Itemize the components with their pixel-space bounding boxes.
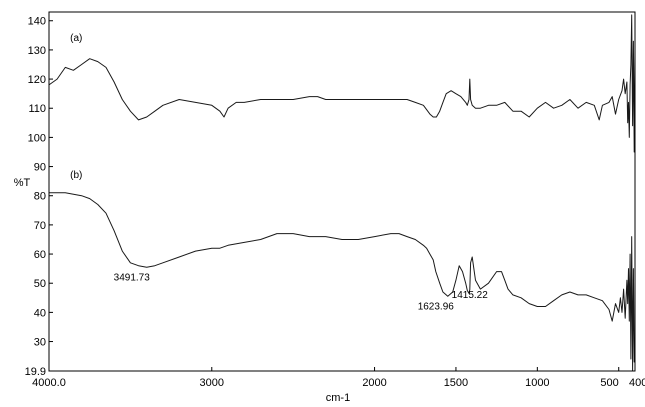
y-tick-label: 40 [34, 307, 46, 319]
y-tick-label: 120 [28, 74, 46, 86]
y-tick-label: 90 [34, 162, 46, 174]
x-tick-label: 1000 [525, 377, 549, 389]
y-tick-label: 140 [28, 16, 46, 28]
x-tick-label: 400.0 [629, 377, 645, 389]
y-tick-label: 50 [34, 278, 46, 290]
x-tick-label: 2000 [362, 377, 386, 389]
x-tick-label: 3000 [200, 377, 224, 389]
peak-annotation: 3491.73 [114, 272, 151, 283]
peak-annotation: 1415.22 [452, 290, 489, 301]
y-tick-label: 130 [28, 45, 46, 57]
series-line-b [49, 192, 636, 372]
x-tick-label: 4000.0 [32, 377, 66, 389]
x-tick-label: 1500 [444, 377, 468, 389]
curve-label: (b) [70, 170, 82, 181]
peak-annotation: 1623.96 [418, 301, 455, 312]
y-tick-label: 30 [34, 337, 46, 349]
y-tick-label: 100 [28, 132, 46, 144]
y-axis-label: %T [14, 177, 31, 189]
plot-frame [48, 11, 636, 372]
curve-label: (a) [70, 33, 82, 44]
y-tick-label: 80 [34, 191, 46, 203]
y-tick-label: 60 [34, 249, 46, 261]
y-tick-label: 110 [28, 103, 46, 115]
axis-labels: %T cm-1 [14, 177, 350, 404]
tick-group: 19.9 30 40 50 60 70 80 90 100 110 120 130 140 4000.0 3… [25, 16, 645, 389]
y-tick-label: 70 [34, 220, 46, 232]
y-tick-label: 19.9 [25, 366, 46, 378]
series-line-a [48, 14, 636, 153]
x-tick-label: 500 [600, 377, 618, 389]
x-axis-label: cm-1 [326, 392, 350, 404]
